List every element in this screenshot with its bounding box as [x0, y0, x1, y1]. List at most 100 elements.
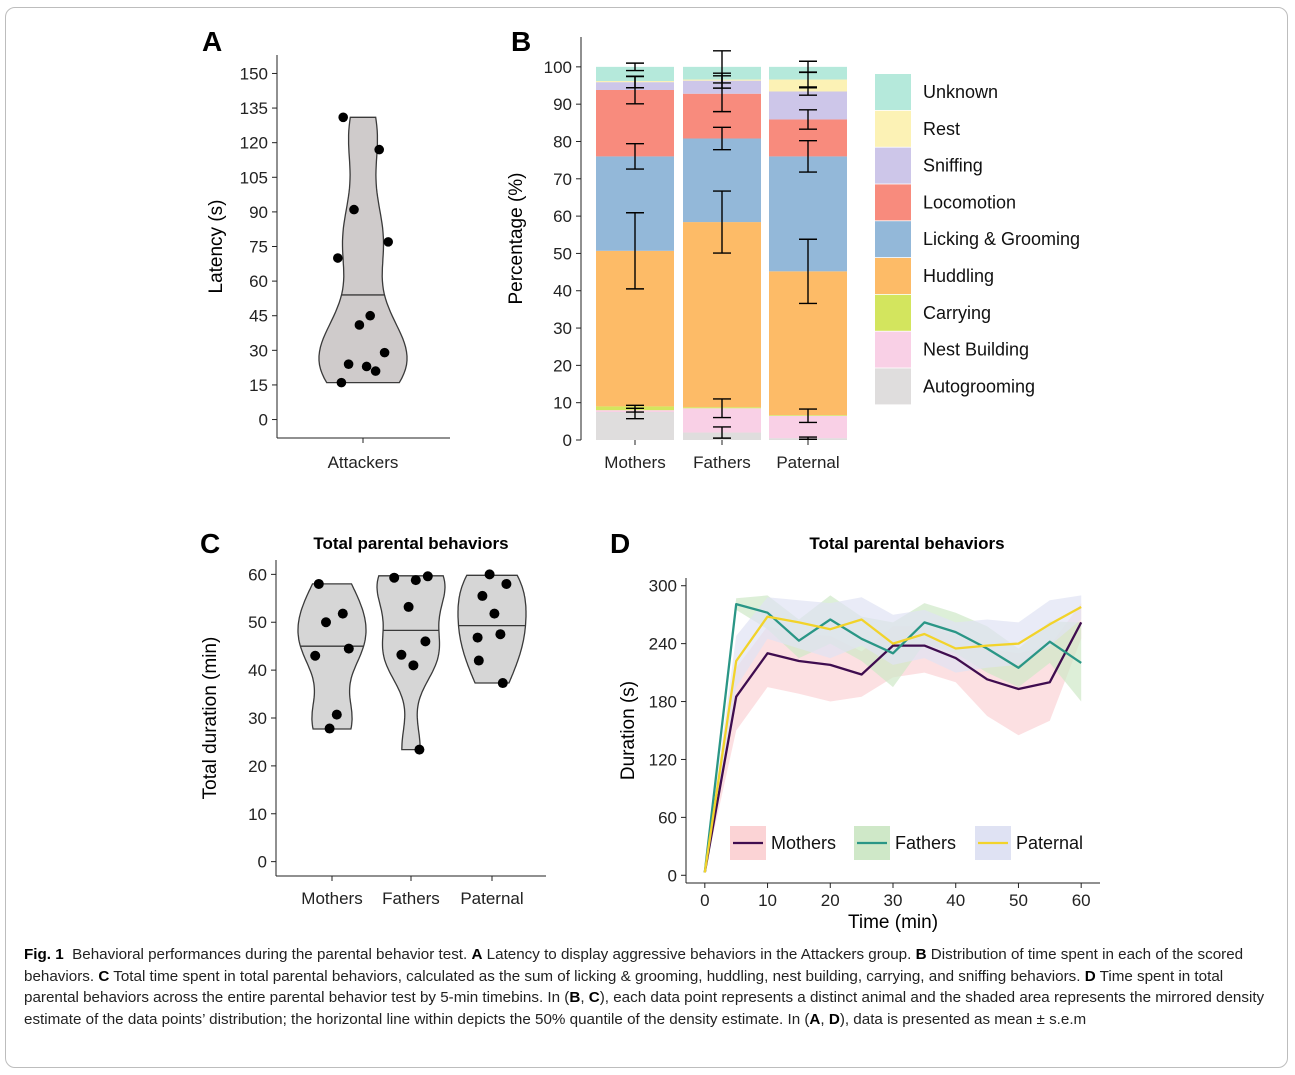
- panel-letter-d: D: [610, 528, 630, 559]
- x-tick-label: 20: [821, 891, 840, 910]
- data-point: [349, 204, 359, 215]
- data-point: [310, 650, 321, 661]
- x-tick-label: 50: [1009, 891, 1028, 910]
- y-tick-label: 135: [240, 99, 268, 118]
- panel-d: D Total parental behaviors060120180240300…: [610, 528, 1100, 933]
- legend-key: [875, 110, 911, 147]
- legend-label: Licking & Grooming: [923, 229, 1080, 249]
- violin-body: [457, 574, 527, 684]
- x-tick-label: 40: [946, 891, 965, 910]
- data-point: [343, 359, 354, 369]
- data-point: [495, 629, 506, 640]
- legend-label: Autogrooming: [923, 376, 1035, 396]
- chart-title: Total parental behaviors: [313, 534, 508, 553]
- x-tick-label: Attackers: [328, 453, 399, 472]
- panel-letter-a: A: [202, 26, 222, 57]
- y-tick-label: 10: [553, 394, 572, 413]
- data-point: [343, 643, 354, 654]
- data-point: [361, 361, 372, 372]
- legend-key: [875, 331, 911, 368]
- violin-body: [318, 116, 408, 384]
- panel-letter-c: C: [200, 528, 220, 559]
- x-tick-label: 10: [758, 891, 777, 910]
- y-tick-label: 300: [649, 577, 677, 596]
- panel-b: B 0 10 20 30 40 50 60 70 80 90 100 Percentage (%) Mot…: [506, 26, 1080, 472]
- x-tick-label: Mothers: [301, 889, 362, 908]
- series-line: [703, 602, 1082, 873]
- caption-ref: C: [98, 967, 110, 985]
- data-point: [414, 744, 425, 755]
- data-point: [331, 709, 342, 720]
- data-point: [383, 237, 394, 247]
- caption-text: Total time spent in total parental behav…: [113, 967, 1081, 985]
- caption-ref: A: [471, 946, 483, 963]
- data-point: [313, 578, 324, 589]
- legend-label: Fathers: [895, 833, 956, 853]
- caption-text: Time spent in total parental behaviors a…: [24, 967, 1224, 1007]
- legend-label: Rest: [923, 119, 960, 139]
- x-tick-label: Paternal: [460, 889, 523, 908]
- legend-key: [875, 258, 911, 294]
- legend-label: Paternal: [1016, 833, 1083, 853]
- panel-a: A 0 15 30 45 60 75 90 105 120 135 150 Attackers Laten…: [202, 26, 450, 472]
- x-tick-label: Fathers: [693, 453, 751, 472]
- y-tick-label: 80: [553, 132, 572, 151]
- figure-caption: Fig. 1 Behavioral performances during th…: [24, 944, 1274, 1030]
- legend-key: [875, 221, 911, 258]
- data-point: [472, 632, 483, 643]
- legend-label: Mothers: [771, 833, 836, 853]
- y-tick-label: 30: [249, 341, 268, 360]
- y-tick-label: 60: [658, 808, 677, 827]
- data-point: [337, 608, 348, 619]
- legend-key: [875, 294, 911, 331]
- series-line: [703, 621, 1083, 873]
- y-tick-label: 40: [553, 282, 572, 301]
- data-point: [410, 575, 421, 586]
- x-tick-label: Fathers: [382, 889, 440, 908]
- y-axis-title: Duration (s): [618, 681, 639, 780]
- series-line: [703, 605, 1082, 873]
- x-tick-label: 60: [1072, 891, 1091, 910]
- data-point: [379, 347, 390, 358]
- y-tick-label: 10: [248, 805, 267, 824]
- sem-band: [704, 595, 1082, 873]
- data-point: [497, 678, 508, 689]
- data-point: [484, 569, 495, 580]
- data-point: [324, 723, 335, 734]
- y-tick-label: 20: [248, 757, 267, 776]
- panel-letter-b: B: [511, 26, 531, 57]
- y-tick-label: 180: [649, 693, 677, 712]
- y-tick-label: 0: [259, 411, 268, 430]
- data-point: [333, 253, 343, 263]
- bar-segment: [596, 66, 674, 82]
- data-point: [477, 590, 488, 601]
- data-point: [370, 366, 381, 376]
- legend-label: Unknown: [923, 82, 998, 102]
- y-axis-title: Latency (s): [206, 200, 227, 294]
- caption-text: ), each data point represents a distinct…: [24, 989, 1265, 1028]
- figure-frame: [5, 7, 1288, 1068]
- data-point: [408, 660, 419, 671]
- caption-ref: C: [588, 989, 600, 1006]
- legend-label: Locomotion: [923, 192, 1016, 212]
- y-tick-label: 40: [248, 661, 267, 680]
- y-tick-label: 150: [240, 64, 268, 83]
- panel-c: C Total parental behaviors 0 10 20 30 40 50 60 To…: [200, 528, 546, 908]
- data-point: [336, 377, 347, 388]
- x-tick-label: Mothers: [604, 453, 665, 472]
- x-tick-label: 30: [884, 891, 903, 910]
- data-point: [338, 112, 349, 123]
- data-point: [396, 649, 407, 660]
- caption-ref: A: [809, 1010, 821, 1028]
- x-axis-title: Time (min): [848, 912, 938, 933]
- y-tick-label: 15: [249, 376, 268, 395]
- data-point: [354, 320, 365, 330]
- y-tick-label: 30: [553, 319, 572, 338]
- caption-text: Distribution of time spent in each of th…: [24, 946, 1244, 985]
- y-axis-title: Total duration (min): [200, 637, 221, 800]
- legend: Unknown Rest Sniffing Locomotion Licking & G…: [875, 74, 1080, 405]
- legend: Mothers Fathers Paternal: [730, 826, 1083, 860]
- y-tick-label: 0: [563, 431, 572, 450]
- y-tick-label: 90: [553, 95, 572, 114]
- caption-text: ,: [820, 1010, 829, 1028]
